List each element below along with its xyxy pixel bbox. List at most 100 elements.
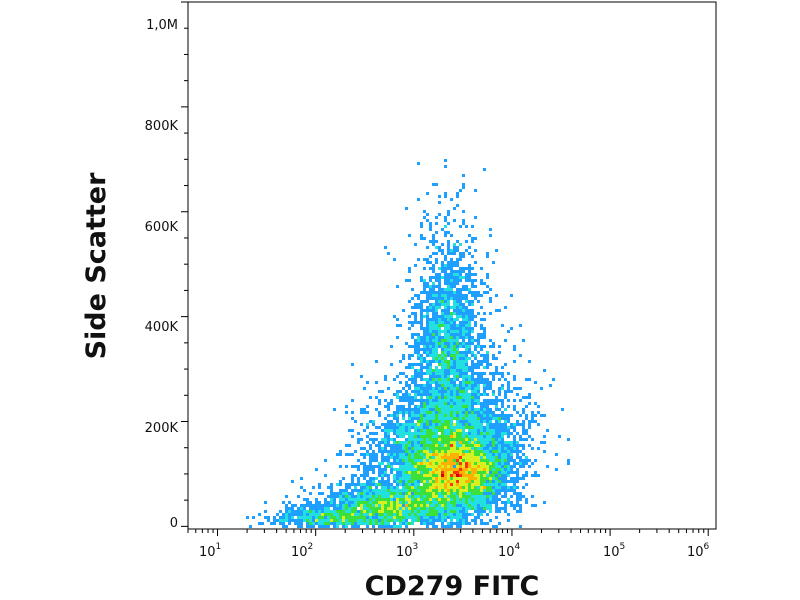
event-dot [465,279,468,282]
event-dot [339,504,342,507]
event-dot [498,435,501,438]
event-dot [495,294,498,297]
event-dot [471,282,474,285]
event-dot [366,426,369,429]
event-dot [444,426,447,429]
event-dot [456,390,459,393]
event-dot [447,333,450,336]
event-dot [468,513,471,516]
event-dot [432,264,435,267]
event-dot [384,486,387,489]
event-dot [429,408,432,411]
event-dot [393,504,396,507]
event-dot [468,291,471,294]
event-dot [453,429,456,432]
event-dot [501,423,504,426]
event-dot [450,297,453,300]
event-dot [501,480,504,483]
event-dot [435,276,438,279]
event-dot [453,249,456,252]
event-dot [444,369,447,372]
event-dot [462,210,465,213]
event-dot [498,423,501,426]
event-dot [495,486,498,489]
event-dot [387,459,390,462]
event-dot [462,330,465,333]
event-dot [450,396,453,399]
event-dot [513,459,516,462]
event-dot [405,474,408,477]
event-dot [363,456,366,459]
event-dot [441,264,444,267]
event-dot [462,381,465,384]
event-dot [420,462,423,465]
event-dot [459,417,462,420]
event-dot [447,486,450,489]
event-dot [390,519,393,522]
event-dot [375,483,378,486]
event-dot [357,510,360,513]
event-dot [480,345,483,348]
event-dot [414,387,417,390]
event-dot [444,372,447,375]
event-dot [441,354,444,357]
event-dot [435,393,438,396]
event-dot [489,423,492,426]
event-dot [333,510,336,513]
event-dot [273,522,276,525]
event-dot [477,336,480,339]
event-dot [426,213,429,216]
event-dot [309,525,312,528]
event-dot [441,516,444,519]
event-dot [450,330,453,333]
event-dot [405,492,408,495]
event-dot [486,426,489,429]
event-dot [327,519,330,522]
event-dot [420,369,423,372]
event-dot [522,447,525,450]
event-dot [468,483,471,486]
event-dot [450,432,453,435]
event-dot [498,417,501,420]
event-dot [489,372,492,375]
event-dot [450,351,453,354]
event-dot [426,507,429,510]
event-dot [465,414,468,417]
event-dot [465,420,468,423]
event-dot [462,375,465,378]
event-dot [402,399,405,402]
event-dot [384,522,387,525]
event-dot [474,420,477,423]
event-dot [429,414,432,417]
event-dot [423,510,426,513]
event-dot [459,345,462,348]
event-dot [444,321,447,324]
event-dot [429,285,432,288]
event-dot [441,396,444,399]
event-dot [435,519,438,522]
event-dot [444,507,447,510]
event-dot [318,516,321,519]
event-dot [420,504,423,507]
event-dot [444,357,447,360]
event-dot [435,417,438,420]
event-dot [462,306,465,309]
event-dot [486,444,489,447]
event-dot [504,486,507,489]
event-dot [432,297,435,300]
event-dot [384,525,387,528]
event-dot [498,480,501,483]
event-dot [501,402,504,405]
event-dot [456,261,459,264]
event-dot [435,474,438,477]
event-dot [477,417,480,420]
event-dot [429,435,432,438]
event-dot [402,354,405,357]
event-dot [456,465,459,468]
event-dot [525,459,528,462]
event-dot [492,429,495,432]
event-dot [444,453,447,456]
event-dot [504,378,507,381]
event-dot [471,342,474,345]
event-dot [501,411,504,414]
